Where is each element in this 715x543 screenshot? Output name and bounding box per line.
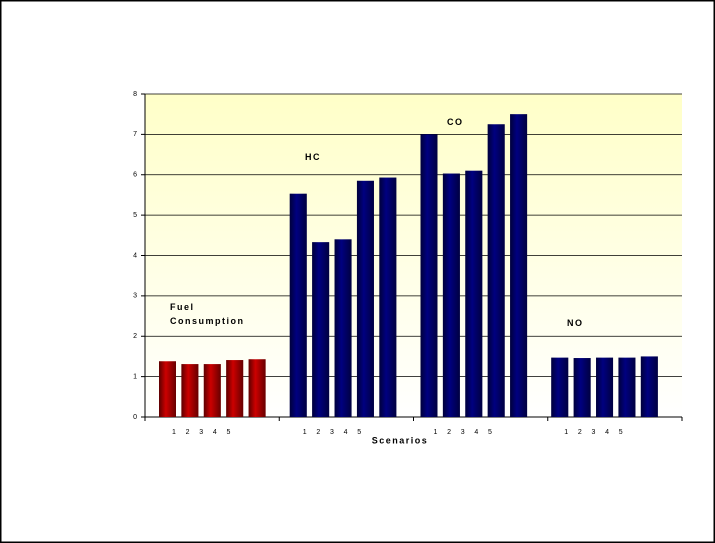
- x-tick-label: 2: [578, 429, 582, 436]
- bar-shade: [334, 239, 352, 417]
- bar-shade: [420, 134, 438, 417]
- bar-shade: [465, 170, 483, 417]
- x-tick-label: 3: [199, 429, 203, 436]
- x-tick-label: 1: [303, 429, 307, 436]
- series-label-box: Fuel Consumption: [170, 302, 245, 326]
- bar-shade: [510, 114, 528, 417]
- x-tick-label: 2: [186, 429, 190, 436]
- bar-shade: [618, 357, 636, 417]
- y-tick-label: 6: [133, 172, 137, 179]
- bar-shade: [379, 177, 397, 417]
- series-label: CO: [447, 117, 464, 127]
- x-tick-label: 4: [213, 429, 217, 436]
- x-tick-label: 1: [172, 429, 176, 436]
- bar-shade: [312, 242, 330, 417]
- bar-shade: [226, 360, 244, 417]
- bar-shade: [289, 193, 307, 417]
- series-label: HC: [305, 152, 321, 162]
- x-tick-label: 2: [447, 429, 451, 436]
- bar-shade: [551, 357, 569, 417]
- x-tick-label: 4: [605, 429, 609, 436]
- x-tick-label: 3: [330, 429, 334, 436]
- x-tick-label: 4: [344, 429, 348, 436]
- x-tick-label: 3: [591, 429, 595, 436]
- bar-shade: [487, 124, 505, 417]
- bar-shade: [248, 359, 266, 417]
- bar-shade: [356, 180, 374, 417]
- bar-shade: [640, 356, 658, 417]
- series-label-box: NO: [567, 318, 584, 328]
- y-tick-label: 7: [133, 131, 137, 138]
- bar-shade: [181, 364, 199, 417]
- y-tick-label: 0: [133, 414, 137, 421]
- x-tick-label: 5: [226, 429, 230, 436]
- x-tick-label: 5: [488, 429, 492, 436]
- x-tick-label: 5: [357, 429, 361, 436]
- y-tick-label: 8: [133, 91, 137, 98]
- y-tick-label: 5: [133, 212, 137, 219]
- x-tick-label: 1: [564, 429, 568, 436]
- bar-shade: [596, 357, 614, 417]
- y-tick-label: 4: [133, 252, 137, 259]
- x-tick-label: 2: [316, 429, 320, 436]
- series-label-box: CO: [447, 117, 464, 127]
- series-label: Fuel Consumption: [170, 302, 245, 326]
- y-tick-label: 1: [133, 373, 137, 380]
- series-label: NO: [567, 318, 584, 328]
- x-tick-label: 3: [461, 429, 465, 436]
- bar-shade: [573, 358, 591, 417]
- series-label-box: HC: [305, 152, 321, 162]
- x-tick-label: 4: [474, 429, 478, 436]
- bar-shade: [159, 361, 176, 417]
- y-tick-label: 3: [133, 293, 137, 300]
- y-tick-label: 2: [133, 333, 137, 340]
- bar-shade: [203, 364, 221, 417]
- x-tick-label: 5: [619, 429, 623, 436]
- x-axis-label: Scenarios: [372, 435, 429, 445]
- bar-shade: [442, 173, 460, 417]
- x-tick-label: 1: [434, 429, 438, 436]
